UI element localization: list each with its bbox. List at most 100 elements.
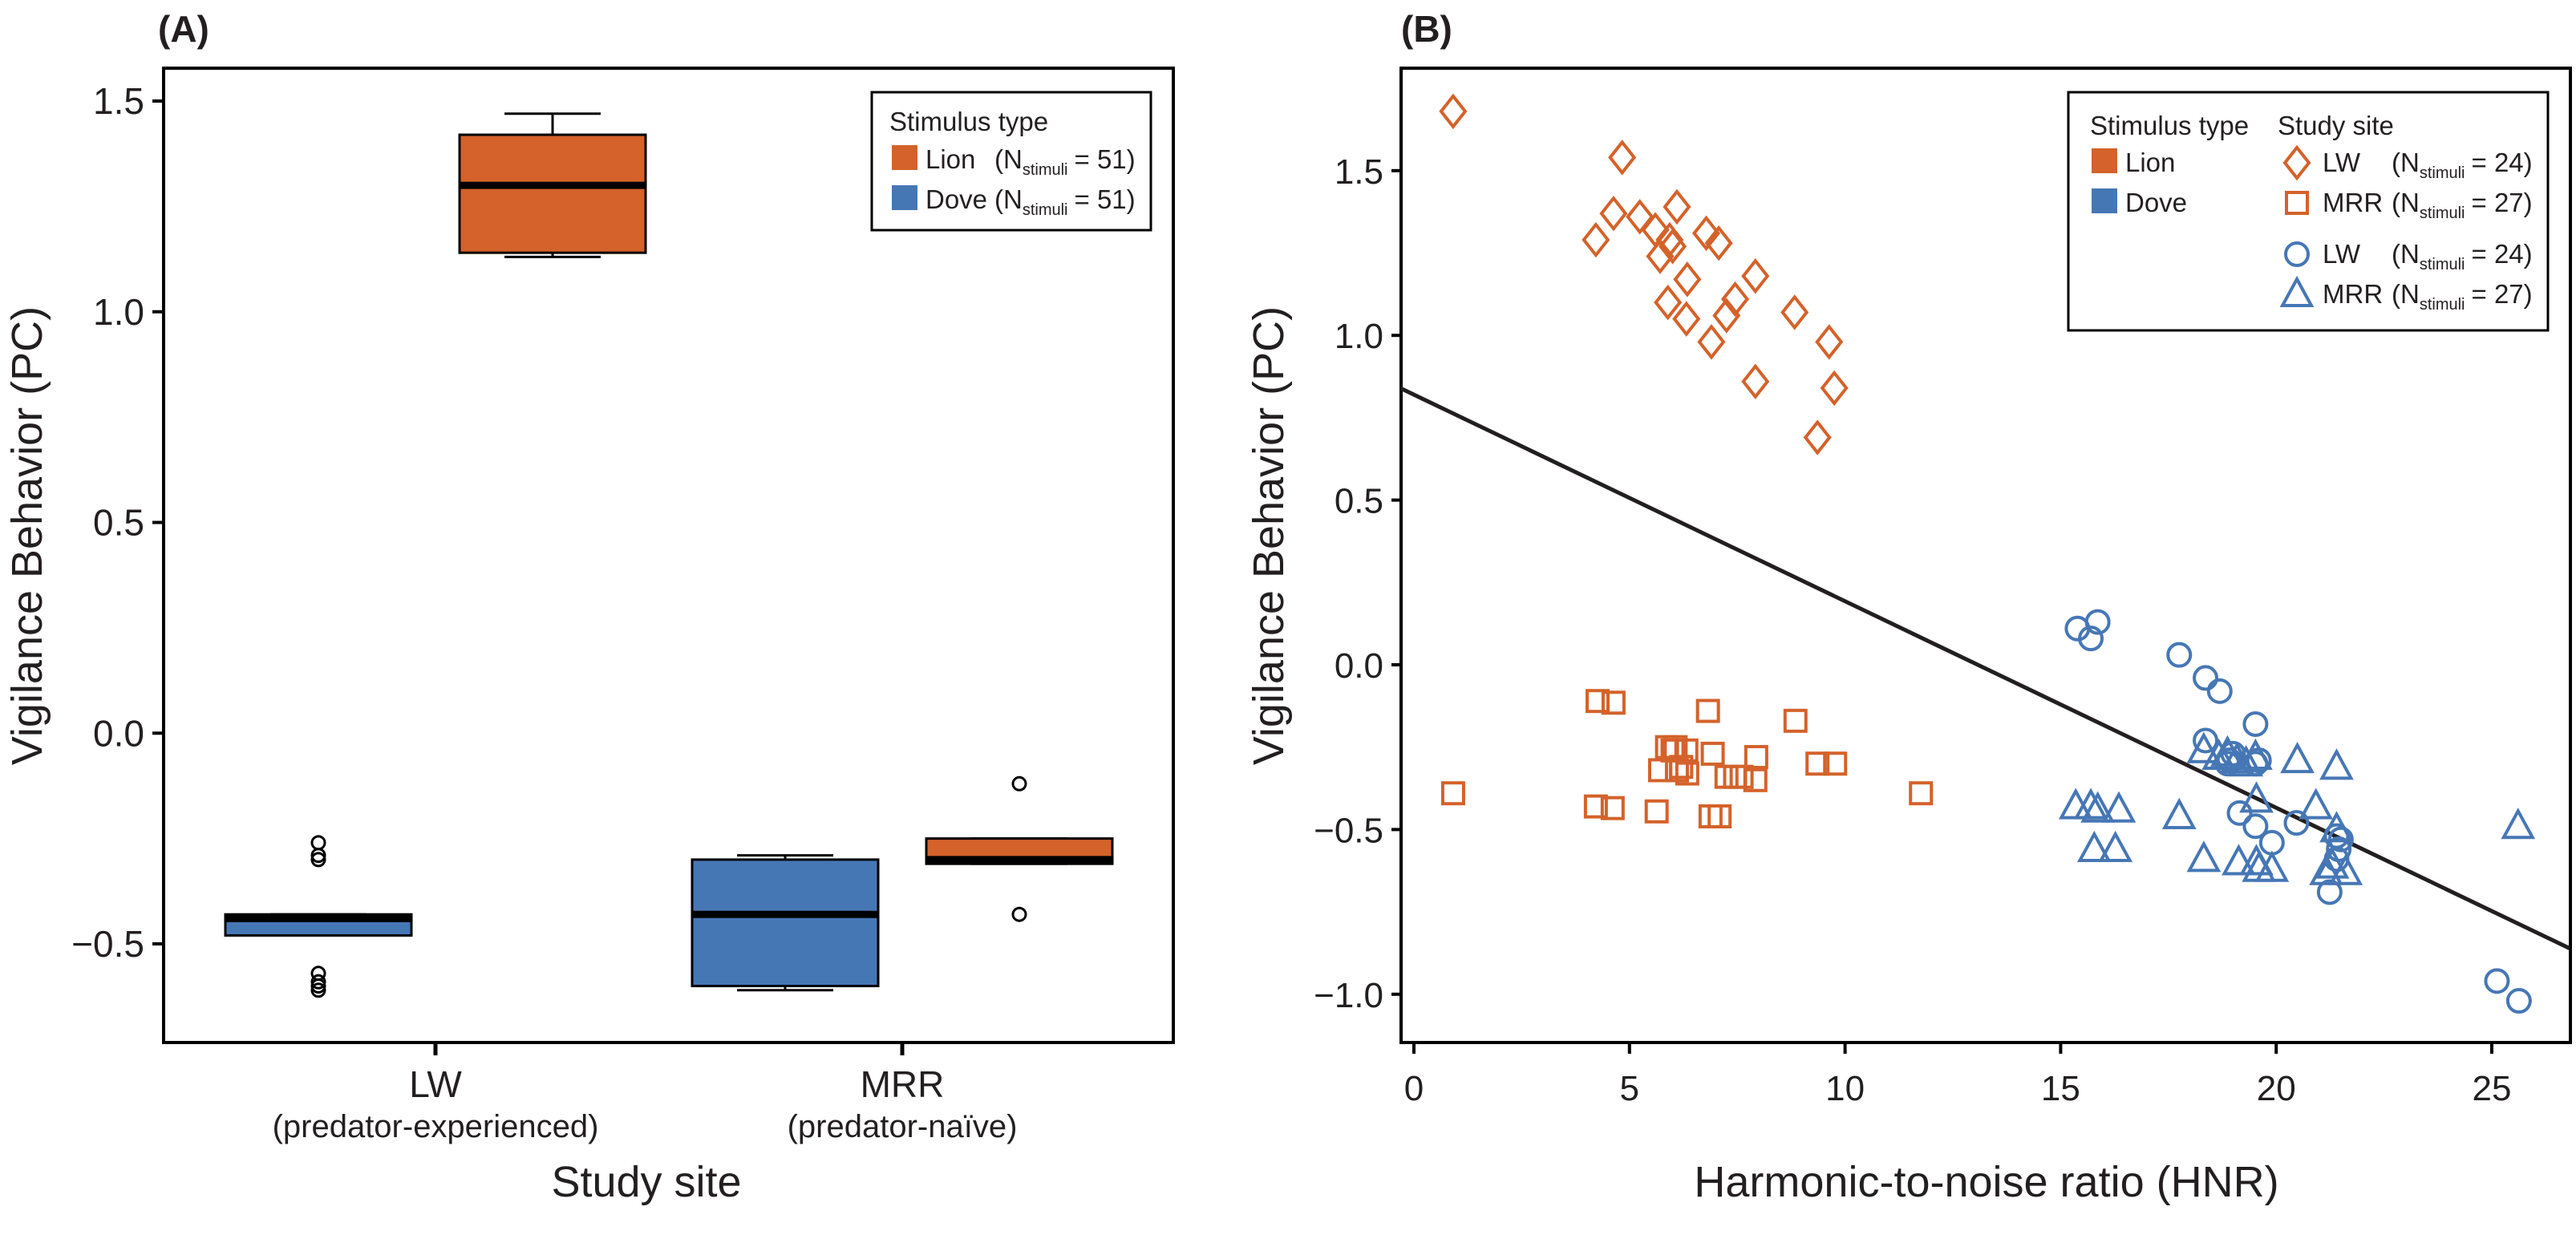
- n-close: = 24): [2472, 239, 2533, 269]
- y-tick-label: 0.0: [93, 712, 144, 754]
- box-lw-lion: [458, 112, 647, 258]
- data-point-diamond: [1712, 298, 1741, 334]
- outlier-point: [1011, 906, 1027, 922]
- series-dove-mrr: [2058, 731, 2536, 885]
- data-point-diamond: [1697, 324, 1726, 360]
- plot-frame: [162, 67, 1175, 1044]
- data-point-diamond: [1582, 221, 1610, 258]
- panel-label: (A): [158, 8, 209, 50]
- data-point-diamond: [1654, 284, 1683, 321]
- box-iqr: [458, 133, 647, 254]
- data-point-diamond: [1704, 225, 1733, 261]
- legend-n-label: (Nstimuli = 24): [2392, 239, 2533, 273]
- n-open: (N: [994, 144, 1023, 174]
- data-point-triangle: [2315, 847, 2350, 879]
- data-point-diamond: [1673, 261, 1702, 298]
- outlier-point: [310, 835, 326, 851]
- data-point-circle: [2206, 678, 2233, 704]
- legend-label: Lion: [2125, 148, 2175, 177]
- plot-frame: [1399, 67, 2572, 1044]
- legend-stimulus-title: Stimulus type: [2090, 111, 2249, 140]
- x-axis-label: Study site: [551, 1158, 741, 1206]
- data-point-square: [1644, 799, 1669, 824]
- data-point-diamond: [1663, 188, 1691, 225]
- data-point-square: [1440, 781, 1465, 806]
- data-point-circle: [2242, 711, 2269, 737]
- data-point-triangle: [2319, 811, 2354, 843]
- legend-site-label: LW: [2323, 148, 2361, 177]
- x-tick-label: 0: [1404, 1069, 1424, 1108]
- y-tick-label: 0.5: [1335, 482, 1383, 521]
- x-tick-subtitle: (predator-naïve): [788, 1109, 1018, 1144]
- legend-site-title: Study site: [2278, 111, 2394, 140]
- data-point-triangle: [2186, 731, 2222, 763]
- data-point-circle: [2084, 609, 2111, 635]
- box-mrr-lion: [925, 775, 1114, 922]
- outlier-point: [310, 982, 326, 998]
- x-tick-label: 20: [2257, 1069, 2296, 1108]
- regression-line: [1399, 387, 2570, 950]
- x-tick-label: 15: [2041, 1069, 2080, 1108]
- panel-b-scatter: (B) 1.5 1.0 0.5 0.0 −0.5 −1.0 0 5 10 15 20 25 Vigilan…: [1245, 8, 2572, 1206]
- data-point-square: [1783, 708, 1808, 733]
- y-tick-label: 1.0: [93, 291, 144, 333]
- legend-diamond-icon: [2282, 144, 2311, 181]
- y-tick-label: −0.5: [1314, 811, 1383, 850]
- data-point-circle: [2484, 968, 2510, 994]
- n-subscript: stimuli: [1023, 201, 1068, 219]
- legend-swatch-lion: [2092, 148, 2117, 173]
- data-point-triangle: [2098, 830, 2133, 863]
- data-point-square: [1743, 767, 1768, 792]
- legend-swatch-dove: [892, 185, 917, 210]
- data-point-triangle: [2219, 741, 2254, 774]
- x-tick-label: 25: [2473, 1069, 2512, 1108]
- y-axis-label: Vigilance Behavior (PC): [1245, 306, 1293, 765]
- data-point-triangle: [2161, 797, 2197, 829]
- n-subscript: stimuli: [2420, 256, 2465, 273]
- n-open: (N: [2392, 239, 2420, 269]
- data-point-circle: [2078, 626, 2104, 652]
- data-point-square: [1601, 690, 1626, 715]
- data-point-diamond: [1803, 419, 1832, 455]
- data-point-square: [1669, 755, 1694, 779]
- legend-label: Lion: [925, 144, 975, 174]
- series-lion-mrr: [1440, 689, 1934, 828]
- data-point-circle: [2226, 800, 2253, 826]
- legend-n-label: (Nstimuli = 51): [994, 144, 1136, 179]
- data-point-diamond: [1439, 93, 1468, 130]
- panel-a-boxplot: (A) 1.5 1.0 0.5 0.0 −0.5 Vigilance Behavior (P…: [3, 8, 1175, 1206]
- data-point-diamond: [1780, 294, 1809, 330]
- data-point-circle: [2505, 988, 2532, 1014]
- data-point-square: [1583, 794, 1608, 819]
- data-point-diamond: [1626, 199, 1655, 235]
- data-point-diamond: [1815, 324, 1844, 360]
- data-point-square: [1600, 796, 1625, 820]
- data-point-triangle: [2299, 788, 2334, 820]
- outlier-point: [310, 978, 326, 994]
- legend-swatch-dove: [2092, 188, 2117, 213]
- data-point-triangle: [2280, 741, 2315, 774]
- outlier-point: [1011, 775, 1027, 792]
- data-point-square: [1707, 804, 1732, 828]
- n-open: (N: [994, 184, 1023, 214]
- data-point-square: [1700, 741, 1725, 766]
- y-tick-label: 0.5: [93, 502, 144, 544]
- n-open: (N: [2392, 188, 2420, 217]
- n-subscript: stimuli: [2420, 296, 2465, 314]
- data-point-square: [1723, 764, 1748, 789]
- y-axis-label: Vigilance Behavior (PC): [3, 306, 51, 765]
- data-point-diamond: [1599, 195, 1628, 232]
- n-close: = 24): [2472, 148, 2533, 177]
- data-point-square: [1823, 751, 1848, 776]
- n-close: = 51): [1075, 184, 1136, 214]
- data-point-square: [1660, 738, 1685, 763]
- data-point-square: [1695, 698, 1720, 723]
- legend-circle-icon: [2284, 241, 2310, 267]
- data-point-square: [1909, 781, 1934, 806]
- data-point-triangle: [2073, 788, 2108, 820]
- legend-n-label: (Nstimuli = 27): [2392, 188, 2533, 222]
- y-tick-label: 0.0: [1335, 646, 1383, 686]
